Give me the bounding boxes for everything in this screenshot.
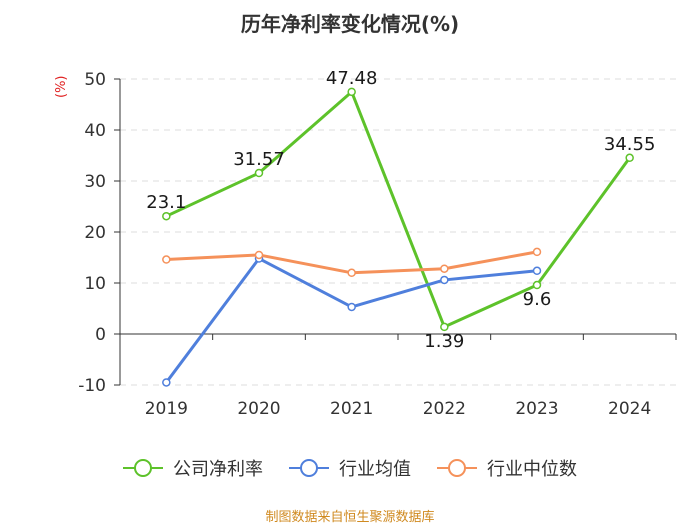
data-source-note: 制图数据来自恒生聚源数据库 [265,510,435,525]
y-tick-label: 30 [84,172,106,192]
y-tick-label: 20 [84,223,106,243]
x-tick-label: 2019 [145,399,188,419]
data-point [625,153,634,163]
legend-marker-2 [300,459,318,477]
data-point [347,87,356,97]
chart-title: 历年净利率变化情况(%) [240,12,460,36]
data-label: 23.1 [146,192,186,213]
y-tick-label: 0 [95,325,106,345]
x-tick-label: 2024 [608,399,651,419]
data-point [532,266,542,276]
data-point [532,247,542,257]
legend-label-3: 行业中位数 [487,459,577,480]
legend-marker-1 [134,459,152,477]
x-tick-label: 2021 [330,399,373,419]
data-point [254,250,264,260]
x-tick-label: 2022 [423,399,466,419]
series-line-2 [165,257,538,384]
data-point [440,322,449,332]
data-point [532,280,542,290]
x-tick-label: 2023 [515,399,558,419]
data-point [162,255,171,264]
data-point [254,168,264,178]
series-line-1 [165,90,631,329]
data-label: 34.55 [604,134,656,155]
y-tick-label: 50 [84,70,106,90]
data-point [347,302,356,312]
y-tick-label: 10 [84,274,106,294]
data-point [162,211,171,221]
data-label: 1.39 [424,331,464,352]
data-point [347,268,356,278]
legend-label-1: 公司净利率 [173,459,263,480]
legend-label-2: 行业均值 [339,459,411,480]
data-label: 9.6 [523,289,552,310]
data-label: 31.57 [233,149,285,170]
data-point [440,264,449,273]
y-tick-label: -10 [78,376,106,396]
data-label: 47.48 [326,68,378,89]
legend-marker-3 [448,459,466,477]
y-tick-label: 40 [84,121,106,141]
data-point [162,378,171,387]
data-point [440,275,449,285]
x-tick-label: 2020 [237,399,280,419]
